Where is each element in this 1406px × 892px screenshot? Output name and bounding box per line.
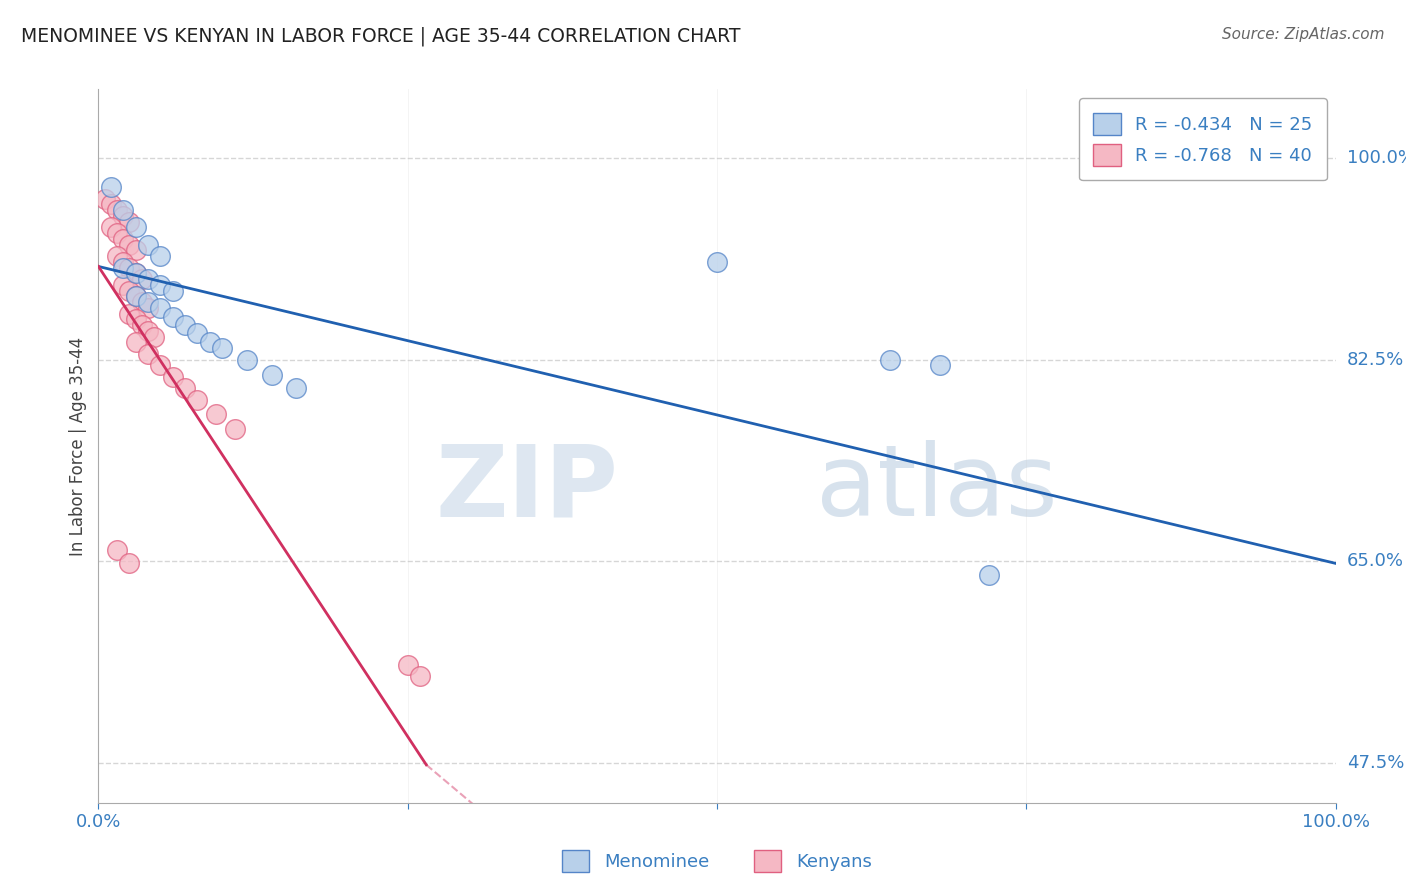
Point xyxy=(124,244,146,258)
Point xyxy=(186,392,208,407)
Point xyxy=(100,180,122,194)
Y-axis label: In Labor Force | Age 35-44: In Labor Force | Age 35-44 xyxy=(69,336,87,556)
Point xyxy=(105,542,128,557)
Point xyxy=(124,289,146,303)
Point xyxy=(149,249,172,263)
Text: ZIP: ZIP xyxy=(436,441,619,537)
Point xyxy=(136,324,159,338)
Point xyxy=(124,312,146,326)
Point xyxy=(136,347,159,361)
Point xyxy=(112,260,135,275)
Point xyxy=(112,277,135,292)
Point xyxy=(112,209,135,223)
Point xyxy=(118,260,141,275)
Point xyxy=(211,341,233,355)
Text: Source: ZipAtlas.com: Source: ZipAtlas.com xyxy=(1222,27,1385,42)
Point xyxy=(162,284,184,298)
Text: 100.0%: 100.0% xyxy=(1347,149,1406,168)
Point xyxy=(979,568,1001,582)
Point xyxy=(112,255,135,269)
Point xyxy=(186,326,208,341)
Point xyxy=(236,352,259,367)
Point xyxy=(396,807,419,822)
Text: MENOMINEE VS KENYAN IN LABOR FORCE | AGE 35-44 CORRELATION CHART: MENOMINEE VS KENYAN IN LABOR FORCE | AGE… xyxy=(21,27,741,46)
Point xyxy=(105,226,128,240)
Point xyxy=(118,237,141,252)
Point xyxy=(174,381,197,395)
Point xyxy=(396,871,419,885)
Point xyxy=(118,214,141,228)
Point xyxy=(112,202,135,217)
Text: 82.5%: 82.5% xyxy=(1347,351,1405,368)
Point xyxy=(124,289,146,303)
Point xyxy=(136,301,159,315)
Point xyxy=(136,237,159,252)
Point xyxy=(112,232,135,246)
Text: 47.5%: 47.5% xyxy=(1347,754,1405,772)
Point xyxy=(105,249,128,263)
Point xyxy=(136,272,159,286)
Point xyxy=(118,284,141,298)
Point xyxy=(118,557,141,571)
Point xyxy=(93,192,115,206)
Text: 65.0%: 65.0% xyxy=(1347,552,1403,570)
Point xyxy=(149,277,172,292)
Point xyxy=(124,266,146,280)
Text: atlas: atlas xyxy=(815,441,1057,537)
Point xyxy=(105,202,128,217)
Point xyxy=(285,381,308,395)
Point xyxy=(124,335,146,350)
Point xyxy=(205,407,228,421)
Point xyxy=(100,220,122,235)
Point xyxy=(162,310,184,324)
Point xyxy=(143,329,166,343)
Point xyxy=(879,352,901,367)
Point xyxy=(149,359,172,373)
Point xyxy=(162,370,184,384)
Point xyxy=(174,318,197,333)
Point xyxy=(149,301,172,315)
Point xyxy=(124,266,146,280)
Point xyxy=(136,295,159,310)
Point xyxy=(396,657,419,672)
Point xyxy=(131,318,153,333)
Point xyxy=(118,307,141,321)
Point xyxy=(224,422,246,436)
Point xyxy=(415,819,437,833)
Point xyxy=(131,272,153,286)
Point xyxy=(928,359,950,373)
Point xyxy=(198,335,221,350)
Point xyxy=(409,669,432,683)
Legend: Menominee, Kenyans: Menominee, Kenyans xyxy=(555,843,879,880)
Point xyxy=(706,255,728,269)
Point xyxy=(131,295,153,310)
Point xyxy=(260,368,283,382)
Point xyxy=(124,220,146,235)
Point xyxy=(100,197,122,211)
